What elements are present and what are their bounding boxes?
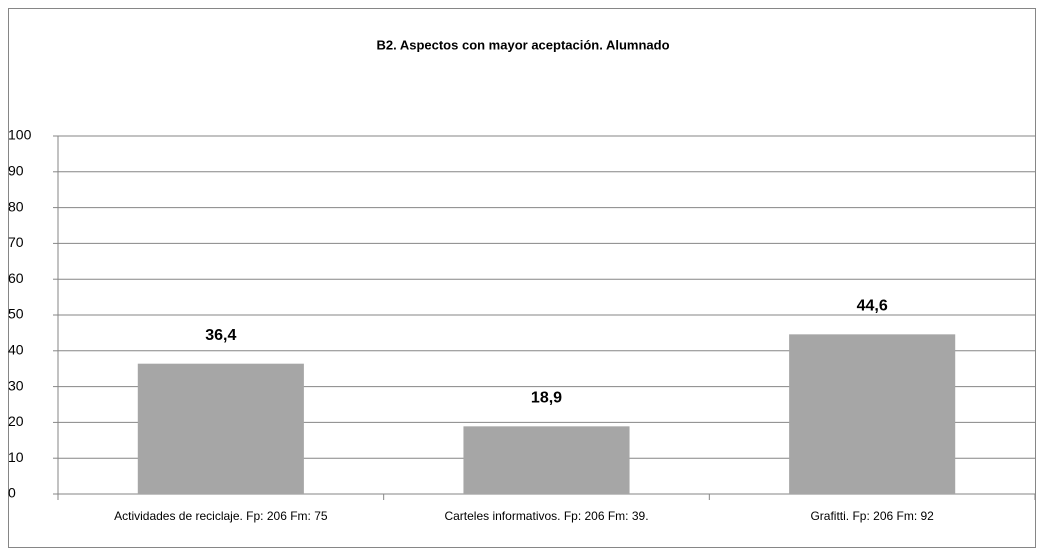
y-tick-label: 30 xyxy=(8,377,24,393)
bar xyxy=(463,426,630,494)
y-tick-label: 60 xyxy=(8,270,24,286)
y-tick-label: 50 xyxy=(8,306,24,322)
y-tick-label: 90 xyxy=(8,163,24,179)
y-tick-label: 10 xyxy=(8,449,24,465)
bar xyxy=(789,334,956,494)
y-tick-label: 100 xyxy=(8,127,32,143)
data-label: 44,6 xyxy=(857,298,888,315)
x-tick-label: Actividades de reciclaje. Fp: 206 Fm: 75 xyxy=(114,509,328,523)
y-tick-label: 70 xyxy=(8,234,24,250)
bar xyxy=(137,363,304,494)
y-tick-label: 40 xyxy=(8,342,24,358)
x-tick-label: Grafitti. Fp: 206 Fm: 92 xyxy=(810,509,934,523)
x-tick-label: Carteles informativos. Fp: 206 Fm: 39. xyxy=(444,509,648,523)
data-label: 18,9 xyxy=(531,390,562,407)
data-label: 36,4 xyxy=(205,327,236,344)
y-tick-label: 0 xyxy=(8,485,16,501)
y-tick-label: 20 xyxy=(8,413,24,429)
y-tick-label: 80 xyxy=(8,198,24,214)
chart-title: B2. Aspectos con mayor aceptación. Alumn… xyxy=(376,37,669,52)
